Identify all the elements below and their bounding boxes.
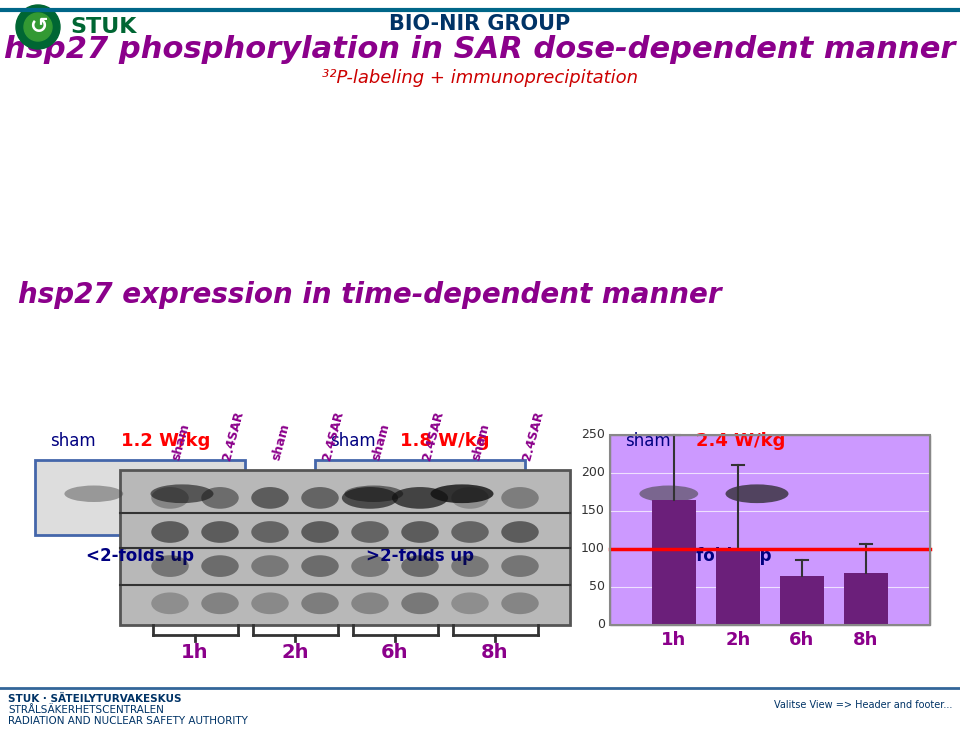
Text: 2.4SAR: 2.4SAR	[420, 410, 445, 462]
Text: 2h: 2h	[281, 643, 309, 662]
Text: 3-4-folds up: 3-4-folds up	[659, 547, 771, 565]
Text: sham: sham	[370, 422, 393, 462]
Bar	[315, 460, 525, 535]
Ellipse shape	[430, 485, 493, 503]
Text: 150: 150	[581, 504, 605, 518]
Ellipse shape	[151, 485, 213, 503]
Bar	[120, 470, 570, 625]
Text: ³²P-labeling + immunoprecipitation: ³²P-labeling + immunoprecipitation	[322, 69, 638, 87]
Ellipse shape	[639, 485, 698, 502]
Bar	[610, 460, 820, 535]
Text: RADIATION AND NUCLEAR SAFETY AUTHORITY: RADIATION AND NUCLEAR SAFETY AUTHORITY	[8, 716, 248, 726]
Ellipse shape	[252, 487, 289, 509]
Ellipse shape	[351, 556, 389, 577]
Text: BIO-NIR GROUP: BIO-NIR GROUP	[390, 14, 570, 34]
Text: 200: 200	[581, 466, 605, 480]
Text: 2.4 W/kg: 2.4 W/kg	[695, 432, 785, 450]
Text: hsp27 phosphorylation in SAR dose-dependent manner: hsp27 phosphorylation in SAR dose-depend…	[4, 36, 956, 64]
Circle shape	[24, 13, 52, 41]
Text: STUK: STUK	[70, 17, 136, 37]
Text: 0: 0	[597, 618, 605, 631]
Text: sham: sham	[625, 432, 671, 450]
Text: sham: sham	[50, 432, 96, 450]
Ellipse shape	[202, 521, 239, 543]
Bar	[652, 499, 696, 625]
Text: 1h: 1h	[661, 631, 686, 649]
Bar	[844, 573, 888, 625]
Text: 6h: 6h	[381, 643, 409, 662]
Ellipse shape	[451, 593, 489, 614]
Text: 1h: 1h	[181, 643, 208, 662]
Ellipse shape	[64, 485, 123, 502]
Text: 6h: 6h	[789, 631, 815, 649]
Ellipse shape	[451, 556, 489, 577]
Text: 2h: 2h	[726, 631, 751, 649]
Text: 250: 250	[581, 429, 605, 442]
Ellipse shape	[726, 485, 788, 503]
Ellipse shape	[342, 487, 398, 509]
Ellipse shape	[202, 556, 239, 577]
Text: 8h: 8h	[853, 631, 878, 649]
Ellipse shape	[202, 487, 239, 509]
Ellipse shape	[401, 556, 439, 577]
Ellipse shape	[152, 556, 189, 577]
Bar	[715, 549, 760, 625]
Ellipse shape	[451, 487, 489, 509]
Ellipse shape	[301, 593, 339, 614]
Ellipse shape	[351, 521, 389, 543]
Text: 50: 50	[589, 580, 605, 593]
Ellipse shape	[451, 521, 489, 543]
Ellipse shape	[301, 487, 339, 509]
Text: 100: 100	[581, 542, 605, 556]
Ellipse shape	[501, 593, 539, 614]
Text: STUK · SÄTEILYTURVAKESKUS: STUK · SÄTEILYTURVAKESKUS	[8, 694, 181, 704]
Ellipse shape	[401, 521, 439, 543]
Text: Valitse View => Header and footer...: Valitse View => Header and footer...	[774, 700, 952, 710]
Ellipse shape	[351, 593, 389, 614]
Ellipse shape	[152, 521, 189, 543]
Text: 2.4SAR: 2.4SAR	[220, 410, 246, 462]
Text: 8h: 8h	[481, 643, 509, 662]
Text: hsp27 expression in time-dependent manner: hsp27 expression in time-dependent manne…	[18, 281, 722, 309]
Ellipse shape	[345, 485, 403, 502]
Text: sham: sham	[330, 432, 375, 450]
Ellipse shape	[252, 556, 289, 577]
Text: sham: sham	[270, 422, 293, 462]
Text: 2.4SAR: 2.4SAR	[320, 410, 346, 462]
Ellipse shape	[501, 487, 539, 509]
Text: sham: sham	[170, 422, 192, 462]
Ellipse shape	[392, 487, 448, 509]
Bar	[780, 575, 825, 625]
Ellipse shape	[252, 593, 289, 614]
Ellipse shape	[301, 521, 339, 543]
Circle shape	[16, 5, 60, 49]
Text: ↺: ↺	[29, 17, 47, 37]
Bar	[610, 435, 930, 625]
Text: 1.8 W/kg: 1.8 W/kg	[400, 432, 490, 450]
Ellipse shape	[152, 487, 189, 509]
Text: <2-folds up: <2-folds up	[86, 547, 194, 565]
Bar	[610, 435, 930, 625]
Ellipse shape	[401, 593, 439, 614]
Ellipse shape	[501, 556, 539, 577]
Ellipse shape	[202, 593, 239, 614]
Bar	[35, 460, 245, 535]
Text: STRÅLSÄKERHETSCENTRALEN: STRÅLSÄKERHETSCENTRALEN	[8, 705, 164, 715]
Text: >2-folds up: >2-folds up	[366, 547, 474, 565]
Text: 2.4SAR: 2.4SAR	[520, 410, 545, 462]
Ellipse shape	[252, 521, 289, 543]
Ellipse shape	[152, 593, 189, 614]
Text: sham: sham	[470, 422, 492, 462]
Ellipse shape	[501, 521, 539, 543]
Text: 1.2 W/kg: 1.2 W/kg	[121, 432, 210, 450]
Ellipse shape	[301, 556, 339, 577]
